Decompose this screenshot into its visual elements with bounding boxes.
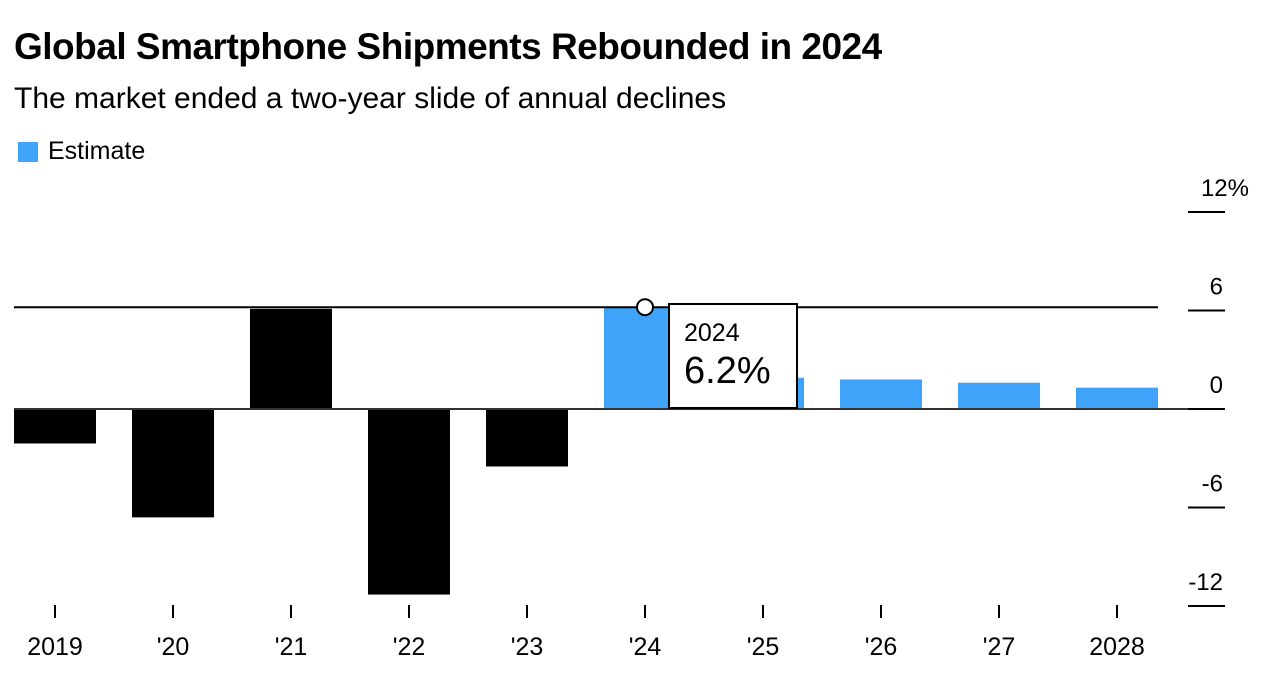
chart-title: Global Smartphone Shipments Rebounded in… xyxy=(14,26,882,67)
x-tick-label: '21 xyxy=(275,633,308,661)
bar-2019 xyxy=(14,409,96,444)
legend: Estimate xyxy=(18,137,145,166)
y-tick-label: 6 xyxy=(1210,273,1223,300)
y-tick-label: 12% xyxy=(1201,175,1249,202)
tooltip-value: 6.2% xyxy=(684,350,771,392)
x-tick-label: '20 xyxy=(157,633,190,661)
bar-2028 xyxy=(1076,387,1158,409)
bar-26 xyxy=(840,379,922,409)
bars-group xyxy=(14,307,1158,595)
y-tick-label: -12 xyxy=(1188,569,1223,596)
x-tick-label: '23 xyxy=(511,633,544,661)
x-tick-label: '25 xyxy=(747,633,780,661)
y-tick-label: -6 xyxy=(1202,471,1223,498)
bar-20 xyxy=(132,409,214,518)
axes-group: 12% 6 0 -6 -12 2019 '20 '21 '22 '23 '24 '25 '26 '27 20… xyxy=(14,175,1249,661)
tooltip-year: 2024 xyxy=(684,319,740,347)
tooltip: 2024 6.2% xyxy=(668,303,798,409)
bar-23 xyxy=(486,409,568,467)
bar-21 xyxy=(250,308,332,409)
legend-swatch-estimate xyxy=(18,141,38,162)
highlight-marker xyxy=(636,298,654,317)
bar-22 xyxy=(368,409,450,595)
x-tick-label: 2028 xyxy=(1089,633,1145,661)
x-tick-label: 2019 xyxy=(27,633,83,661)
chart-subtitle: The market ended a two-year slide of ann… xyxy=(14,82,727,115)
overlay-group xyxy=(14,298,1158,317)
y-tick-label: 0 xyxy=(1210,372,1223,399)
x-tick-label: '22 xyxy=(393,633,426,661)
bar-27 xyxy=(958,382,1040,409)
x-tick-label: '24 xyxy=(629,633,662,661)
x-tick-label: '27 xyxy=(983,633,1016,661)
legend-label-estimate: Estimate xyxy=(48,137,146,165)
x-tick-label: '26 xyxy=(865,633,898,661)
